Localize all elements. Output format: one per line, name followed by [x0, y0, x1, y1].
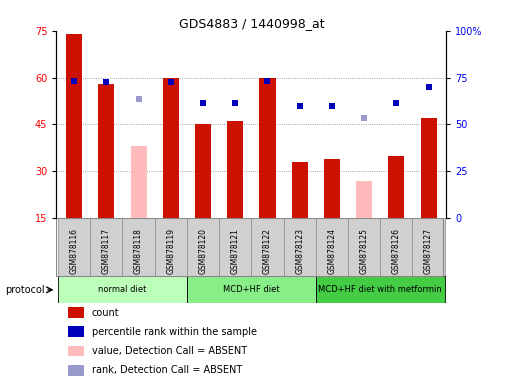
- Text: GSM878121: GSM878121: [231, 228, 240, 275]
- Bar: [380, 218, 412, 276]
- Bar: [68, 346, 84, 356]
- Bar: [284, 218, 316, 276]
- Bar: [66, 34, 82, 218]
- Bar: [227, 121, 243, 218]
- Text: MCD+HF diet: MCD+HF diet: [223, 285, 280, 294]
- Bar: [58, 276, 187, 303]
- Text: count: count: [91, 308, 119, 318]
- Text: GSM878116: GSM878116: [70, 228, 78, 275]
- Bar: [155, 218, 187, 276]
- Text: GSM878123: GSM878123: [295, 228, 304, 275]
- Bar: [187, 276, 316, 303]
- Text: GSM878127: GSM878127: [424, 228, 433, 275]
- Bar: [412, 218, 445, 276]
- Bar: [356, 181, 372, 218]
- Bar: [163, 78, 179, 218]
- Bar: [90, 218, 123, 276]
- Title: GDS4883 / 1440998_at: GDS4883 / 1440998_at: [179, 17, 324, 30]
- Text: rank, Detection Call = ABSENT: rank, Detection Call = ABSENT: [91, 365, 242, 375]
- Text: GSM878122: GSM878122: [263, 228, 272, 275]
- Bar: [219, 218, 251, 276]
- Bar: [68, 365, 84, 376]
- Text: protocol: protocol: [6, 285, 45, 295]
- Bar: [68, 326, 84, 337]
- Bar: [316, 276, 445, 303]
- Text: GSM878117: GSM878117: [102, 228, 111, 275]
- Bar: [98, 84, 114, 218]
- Bar: [130, 146, 147, 218]
- Bar: [195, 124, 211, 218]
- Text: percentile rank within the sample: percentile rank within the sample: [91, 327, 256, 337]
- Bar: [421, 118, 437, 218]
- Bar: [316, 218, 348, 276]
- Bar: [388, 156, 404, 218]
- Text: GSM878118: GSM878118: [134, 228, 143, 275]
- Text: MCD+HF diet with metformin: MCD+HF diet with metformin: [319, 285, 442, 294]
- Bar: [260, 78, 275, 218]
- Text: value, Detection Call = ABSENT: value, Detection Call = ABSENT: [91, 346, 247, 356]
- Bar: [68, 307, 84, 318]
- Text: GSM878120: GSM878120: [199, 228, 208, 275]
- Bar: [187, 218, 219, 276]
- Bar: [348, 218, 380, 276]
- Bar: [56, 218, 443, 276]
- Text: GSM878119: GSM878119: [166, 228, 175, 275]
- Bar: [58, 218, 90, 276]
- Bar: [123, 218, 155, 276]
- Text: GSM878126: GSM878126: [392, 228, 401, 275]
- Text: GSM878124: GSM878124: [327, 228, 337, 275]
- Bar: [292, 162, 308, 218]
- Text: normal diet: normal diet: [98, 285, 147, 294]
- Text: GSM878125: GSM878125: [360, 228, 369, 275]
- Bar: [324, 159, 340, 218]
- Bar: [251, 218, 284, 276]
